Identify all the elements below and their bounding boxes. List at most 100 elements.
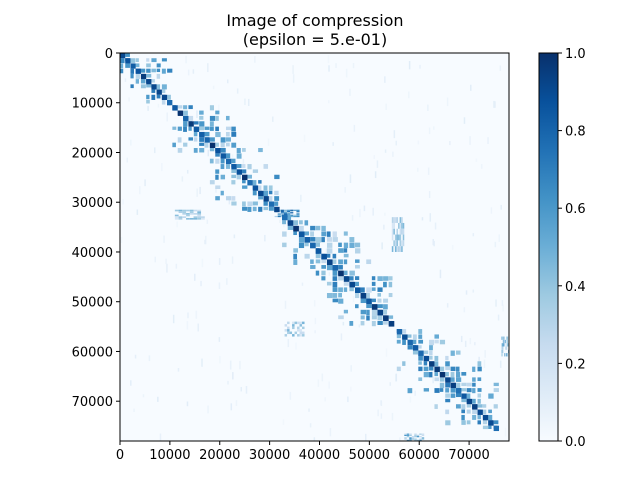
heatmap-cell (215, 126, 219, 132)
heatmap-cell (236, 88, 239, 94)
heatmap-cell (445, 393, 450, 398)
heatmap-cell (429, 350, 433, 356)
heatmap-cell (470, 84, 472, 91)
heatmap-cell (477, 420, 482, 425)
heatmap-cell (338, 276, 344, 281)
heatmap-cell (477, 377, 482, 382)
heatmap-cell (183, 115, 189, 122)
heatmap-cell (349, 281, 356, 288)
heatmap-cell (233, 234, 236, 239)
heatmap-cell (220, 142, 225, 148)
heatmap-cell (383, 276, 389, 281)
heatmap-cell (310, 228, 312, 235)
heatmap-cell (504, 343, 506, 347)
heatmap-cell (174, 214, 179, 217)
heatmap-cell (197, 216, 202, 218)
heatmap-cell (466, 409, 471, 414)
heatmap-cell (421, 217, 424, 221)
heatmap-cell (450, 372, 455, 378)
heatmap-cell (360, 293, 367, 299)
heatmap-cell (325, 248, 328, 256)
heatmap-cell (423, 355, 430, 362)
heatmap-cell (154, 147, 156, 154)
y-tick-label: 70000 (72, 395, 113, 410)
heatmap-cell (172, 314, 175, 324)
heatmap-cell (186, 169, 189, 174)
heatmap-cell (373, 155, 375, 159)
heatmap-cell (304, 220, 309, 226)
heatmap-cell (193, 216, 198, 218)
heatmap-cell (502, 339, 504, 344)
heatmap-cell (409, 437, 412, 439)
heatmap-cell (328, 381, 330, 389)
heatmap-cell (477, 409, 483, 415)
heatmap-cell (242, 206, 248, 211)
y-tick-label: 20000 (72, 146, 113, 161)
heatmap-cell (245, 386, 248, 394)
heatmap-cell (380, 413, 383, 419)
heatmap-cell (284, 300, 287, 309)
heatmap-cell (461, 409, 466, 414)
heatmap-cell (495, 299, 497, 307)
heatmap-cell (461, 372, 467, 376)
heatmap-cell (477, 404, 483, 408)
heatmap-cell (130, 84, 134, 89)
heatmap-cell (120, 236, 123, 243)
heatmap-cell (242, 169, 247, 174)
heatmap-cell (287, 329, 290, 332)
heatmap-cell (167, 100, 173, 106)
heatmap-cell (464, 340, 467, 348)
heatmap-cell (383, 315, 389, 321)
heatmap-cell (133, 408, 135, 413)
heatmap-cell (225, 196, 232, 201)
heatmap-cell (304, 237, 311, 243)
heatmap-cell (328, 65, 330, 72)
heatmap-cell (342, 321, 345, 326)
heatmap-cell (263, 196, 269, 202)
heatmap-cell (450, 366, 456, 372)
heatmap-cell (215, 169, 220, 174)
colorbar-tick-label: 0.6 (565, 202, 586, 217)
heatmap-cell (156, 68, 161, 73)
x-tick-label: 0 (116, 448, 124, 463)
heatmap-cell (445, 366, 451, 371)
heatmap-cell (344, 187, 346, 193)
heatmap-cell (231, 126, 236, 132)
heatmap-cell (193, 121, 199, 125)
heatmap-cell (315, 242, 321, 247)
heatmap-cell (218, 337, 221, 342)
heatmap-cell (391, 412, 394, 421)
heatmap-cell (409, 433, 412, 435)
heatmap-cell (434, 222, 437, 230)
heatmap-cell (472, 289, 475, 293)
heatmap-cell (338, 248, 344, 253)
heatmap-cell (209, 121, 214, 127)
heatmap-cell (277, 213, 281, 215)
heatmap-cell (505, 346, 507, 350)
heatmap-cell (199, 131, 205, 138)
heatmap-cell (220, 158, 225, 164)
heatmap-cell (146, 73, 152, 78)
heatmap-cell (401, 228, 403, 235)
heatmap-cell (186, 214, 190, 217)
heatmap-cell (215, 196, 220, 201)
heatmap-cell (399, 437, 401, 441)
heatmap-cell (252, 190, 257, 196)
heatmap-cell (493, 388, 499, 392)
heatmap-cell (193, 148, 198, 153)
heatmap-cell (434, 388, 440, 393)
heatmap-cell (209, 115, 216, 121)
heatmap-cell (151, 94, 156, 100)
heatmap-cell (140, 84, 146, 89)
heatmap-cell (392, 151, 394, 157)
heatmap-cell (446, 97, 449, 107)
heatmap-cell (166, 112, 168, 122)
heatmap-cell (408, 61, 411, 70)
heatmap-cell (231, 142, 237, 148)
heatmap-cell (490, 207, 493, 214)
heatmap-cell (135, 68, 141, 74)
heatmap-cell (416, 436, 420, 438)
heatmap-cell (231, 180, 236, 185)
heatmap-cell (146, 100, 150, 104)
heatmap-cell (416, 439, 420, 441)
